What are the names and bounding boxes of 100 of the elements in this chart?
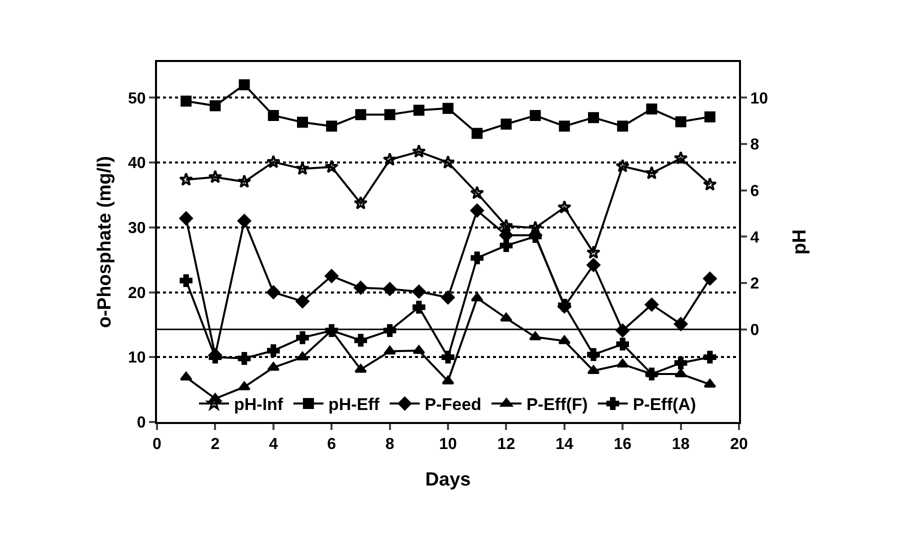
point: [266, 285, 280, 300]
point: [557, 200, 572, 214]
point: [675, 116, 686, 128]
point: [355, 109, 366, 120]
point: [674, 356, 688, 370]
x-tick-label: 2: [210, 436, 220, 454]
point: [558, 120, 570, 132]
point: [384, 346, 396, 355]
point: [441, 155, 455, 169]
point: [412, 144, 426, 158]
point: [238, 352, 251, 365]
point: [528, 220, 542, 234]
point: [500, 239, 513, 252]
x-tick-label: 0: [152, 436, 162, 454]
point: [616, 338, 629, 351]
point: [470, 204, 484, 218]
point: [237, 174, 252, 188]
point: [470, 251, 484, 264]
point: [268, 110, 279, 122]
point: [472, 128, 483, 139]
point: [617, 120, 628, 132]
point: [587, 348, 600, 361]
point: [616, 358, 629, 368]
x-tick-label: 4: [268, 436, 278, 454]
point: [645, 368, 658, 380]
point: [384, 109, 396, 120]
x-axis-title: Days: [425, 470, 471, 490]
point: [180, 96, 192, 107]
x-tick-label: 20: [730, 436, 748, 454]
legend-label: P-Eff(F): [526, 395, 588, 414]
point: [470, 186, 484, 200]
y-tick-label: 20: [128, 284, 146, 302]
y2-tick-label: 0: [750, 322, 760, 339]
point: [296, 294, 310, 308]
legend-label: P-Eff(A): [632, 395, 696, 414]
point: [702, 177, 717, 191]
y-tick-label: 40: [128, 155, 146, 172]
legend-label: pH-Inf: [234, 395, 284, 414]
x-tick-label: 12: [497, 436, 516, 454]
x-tick-label: 16: [614, 436, 632, 454]
legend-label: pH-Eff: [328, 395, 380, 414]
y-tick-label: 30: [128, 220, 146, 238]
point: [441, 290, 455, 304]
point: [413, 104, 424, 116]
point: [180, 274, 192, 287]
point: [558, 335, 571, 344]
point: [238, 381, 250, 390]
point: [208, 350, 222, 364]
point: [297, 116, 308, 128]
point: [412, 300, 426, 314]
point: [586, 258, 600, 272]
point: [382, 152, 397, 166]
point: [674, 368, 687, 378]
point: [354, 334, 368, 347]
y2-tick-label: 6: [750, 182, 760, 200]
point: [704, 378, 716, 388]
y-tick-label: 0: [136, 414, 146, 432]
point: [326, 120, 338, 132]
y2-tick-label: 8: [750, 136, 760, 154]
point: [674, 151, 688, 164]
point: [674, 317, 688, 331]
point: [587, 365, 600, 374]
point: [500, 312, 512, 322]
point: [500, 118, 512, 130]
point: [179, 211, 193, 226]
y2-tick-label: 10: [750, 90, 768, 108]
legend-label: P-Feed: [424, 395, 482, 414]
point: [179, 172, 194, 186]
point: [586, 245, 600, 259]
point: [412, 284, 426, 298]
point: [267, 344, 280, 358]
point: [266, 154, 280, 168]
y-tick-label: 50: [128, 90, 146, 108]
point: [354, 364, 367, 373]
point: [616, 158, 630, 172]
x-tick-label: 8: [385, 436, 394, 454]
point: [354, 280, 368, 295]
point: [208, 170, 222, 184]
x-tick-label: 6: [327, 436, 336, 454]
point: [499, 218, 514, 232]
point: [644, 166, 659, 180]
x-tick-label: 10: [439, 436, 457, 454]
point: [704, 111, 716, 122]
point: [530, 110, 541, 122]
point: [296, 331, 309, 344]
point: [237, 214, 252, 228]
point: [704, 350, 716, 364]
x-tick-label: 18: [672, 436, 690, 454]
point: [442, 102, 454, 114]
point: [529, 332, 542, 340]
point: [646, 104, 658, 115]
y-axis-title: o-Phosphate (mg/l): [94, 156, 116, 328]
point: [588, 112, 599, 124]
x-tick-label: 14: [556, 436, 574, 454]
point: [442, 350, 454, 364]
point: [703, 272, 717, 286]
y2-tick-label: 2: [750, 276, 760, 293]
point: [210, 100, 221, 112]
y2-axis-title: pH: [789, 229, 810, 255]
point: [354, 196, 368, 210]
